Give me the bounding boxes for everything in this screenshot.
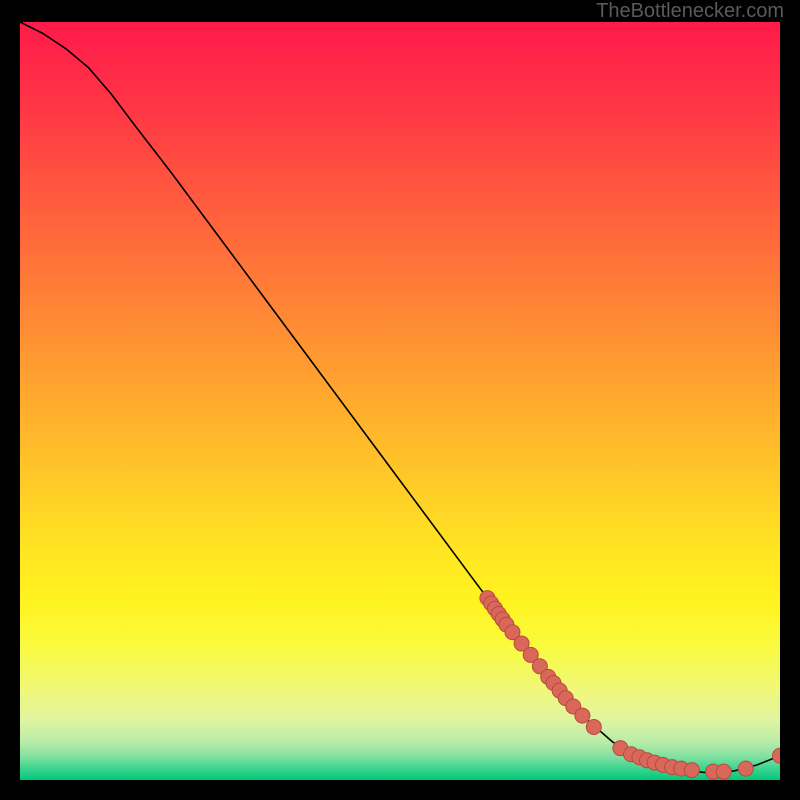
data-marker [716,764,731,779]
data-marker [575,708,590,723]
plot-area [20,22,780,780]
marker-layer [480,591,780,780]
data-marker [773,748,781,763]
chart-overlay [20,22,780,780]
data-marker [684,763,699,778]
watermark-text: TheBottlenecker.com [596,0,784,23]
data-marker [586,719,601,734]
bottleneck-curve [20,22,780,772]
data-marker [738,761,753,776]
